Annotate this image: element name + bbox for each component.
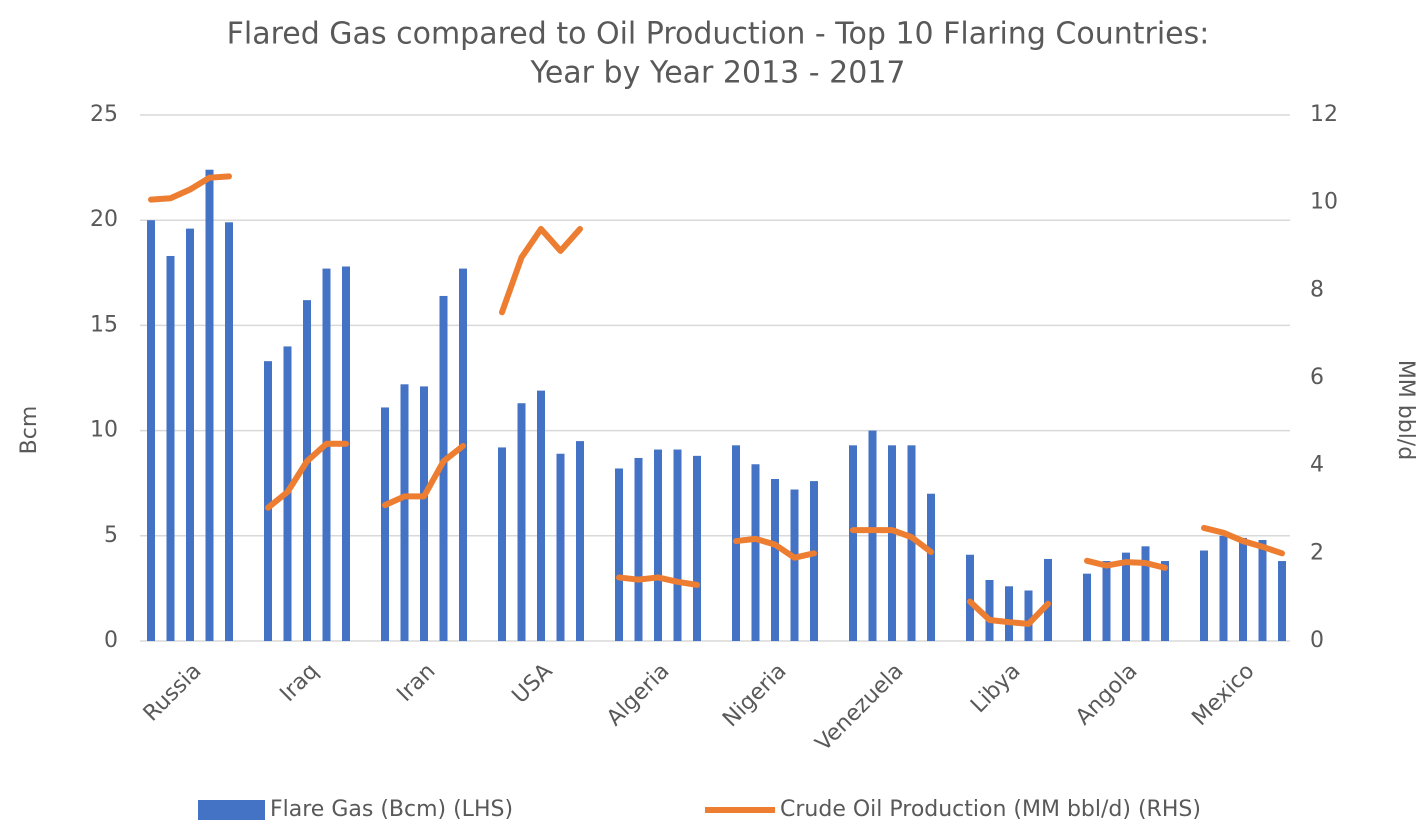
bar <box>673 449 682 641</box>
x-tick-label: Iran <box>392 659 440 707</box>
bar <box>1141 546 1150 641</box>
y2-tick-label: 4 <box>1310 453 1324 478</box>
bar <box>537 390 545 641</box>
bar <box>907 445 916 641</box>
bar <box>264 361 272 641</box>
bar <box>1102 561 1111 641</box>
bar <box>634 457 643 641</box>
bar <box>400 384 409 641</box>
line-segment <box>1084 557 1168 571</box>
line-segment <box>148 173 232 203</box>
y-tick-label: 0 <box>104 628 118 653</box>
chart-title: Flared Gas compared to Oil Production - … <box>227 17 1210 52</box>
bar <box>868 430 877 641</box>
bar <box>1005 586 1013 641</box>
bar <box>888 445 896 641</box>
bar <box>927 493 935 641</box>
y-tick-label: 25 <box>90 102 118 127</box>
bar <box>985 579 994 641</box>
bar <box>1161 561 1169 641</box>
legend-swatch <box>198 800 265 820</box>
bar <box>1044 558 1052 641</box>
bar <box>342 266 350 641</box>
bar <box>615 468 623 641</box>
x-tick-label: USA <box>508 659 558 709</box>
bar <box>810 481 818 641</box>
y-tick-label: 10 <box>90 418 118 443</box>
bar <box>771 478 779 641</box>
bar <box>849 445 857 641</box>
y2-tick-label: 0 <box>1310 628 1324 653</box>
line-segment <box>499 225 583 316</box>
line-segment <box>1201 524 1285 557</box>
x-tick-label: Libya <box>966 659 1025 718</box>
bar <box>1083 573 1091 641</box>
y2-axis-label: MM bbl/d <box>1393 360 1418 460</box>
bar <box>186 228 194 641</box>
x-tick-label: Mexico <box>1187 659 1259 731</box>
bar <box>966 554 974 641</box>
y-tick-label: 20 <box>90 207 118 232</box>
bar <box>517 403 526 641</box>
legend-label: Crude Oil Production (MM bbl/d) (RHS) <box>780 797 1201 822</box>
x-tick-label: Iraq <box>275 659 323 707</box>
y-axis-label: Bcm <box>17 406 42 455</box>
y2-tick-label: 10 <box>1310 190 1338 215</box>
bar <box>1219 535 1228 641</box>
bar <box>303 300 311 641</box>
bar <box>1239 537 1247 641</box>
bar <box>1122 552 1130 641</box>
line-segment <box>265 440 349 511</box>
line-segment <box>850 527 934 556</box>
bar <box>439 295 448 641</box>
bar <box>790 489 799 641</box>
x-tick-label: Venezuela <box>811 659 909 757</box>
bar <box>147 220 155 641</box>
y-tick-label: 5 <box>104 523 118 548</box>
bar <box>225 222 233 641</box>
y-tick-label: 15 <box>90 312 118 337</box>
bar <box>1278 561 1286 641</box>
y2-tick-label: 8 <box>1310 277 1324 302</box>
line-segment <box>733 535 817 561</box>
x-tick-label: Nigeria <box>718 659 791 732</box>
y2-tick-label: 2 <box>1310 540 1324 565</box>
bar <box>166 255 175 641</box>
bar <box>1258 540 1267 641</box>
bar <box>1200 550 1208 641</box>
x-tick-label: Angola <box>1071 659 1142 730</box>
y2-tick-label: 6 <box>1310 365 1324 390</box>
line-segment <box>967 598 1051 627</box>
chart-title: Year by Year 2013 - 2017 <box>529 56 905 91</box>
line-segment <box>616 574 700 588</box>
bar <box>1024 590 1033 641</box>
bar <box>459 268 467 641</box>
legend-label: Flare Gas (Bcm) (LHS) <box>270 797 513 822</box>
bar <box>751 464 760 641</box>
bar <box>498 447 506 641</box>
bar <box>556 453 565 641</box>
line-segment <box>382 442 466 509</box>
bar <box>381 407 389 641</box>
bar <box>576 441 584 641</box>
bar <box>654 449 662 641</box>
bar <box>322 268 331 641</box>
x-tick-label: Algeria <box>602 659 674 731</box>
bar <box>420 386 428 641</box>
y2-tick-label: 12 <box>1310 102 1338 127</box>
bar <box>205 169 214 642</box>
bar <box>693 455 701 641</box>
x-tick-label: Russia <box>139 659 207 727</box>
